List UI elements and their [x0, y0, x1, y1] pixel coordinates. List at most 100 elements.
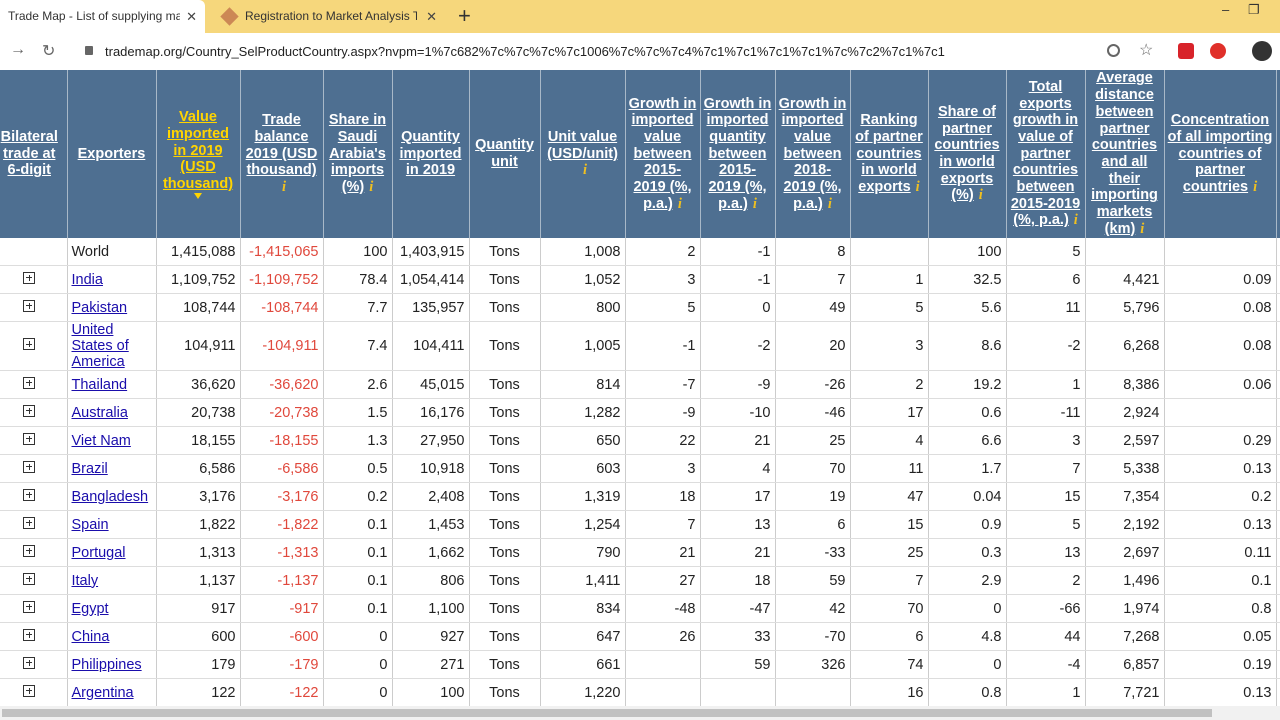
expand-button[interactable] — [23, 338, 36, 350]
cell: 0.8 — [1164, 594, 1277, 623]
column-header[interactable]: Ranking of partner countries in world ex… — [850, 70, 929, 238]
info-icon[interactable]: i — [978, 187, 983, 204]
country-link[interactable]: Spain — [71, 516, 109, 533]
info-icon[interactable]: i — [677, 195, 682, 212]
info-icon[interactable]: i — [752, 195, 757, 212]
expand-button[interactable] — [23, 404, 36, 417]
cell: 100 — [928, 238, 1007, 266]
cell: Tons — [469, 321, 541, 371]
info-icon[interactable]: i — [582, 162, 588, 179]
country-link[interactable]: Italy — [71, 572, 99, 589]
scroll-thumb[interactable] — [2, 709, 1212, 717]
cell: 0.2 — [323, 482, 393, 511]
country-link[interactable]: Egypt — [71, 600, 109, 617]
cell — [1276, 566, 1280, 595]
country-link[interactable]: Argentina — [71, 684, 134, 701]
table-row: Egypt 917 -917 0.1 1,100 Tons 834 -48 -47 42 70 0 -6… — [0, 594, 1280, 623]
cell: 1,403,915 — [392, 238, 470, 266]
expand-button[interactable] — [23, 628, 36, 641]
country-link[interactable]: Thailand — [71, 376, 128, 393]
cell: Tons — [469, 566, 541, 595]
column-header[interactable]: Value imported in 2019 (USD thousand) — [156, 70, 241, 238]
cell: 27 — [625, 566, 701, 595]
column-header[interactable]: Growth in imported value between 2015-20… — [625, 70, 701, 238]
cell: 5,338 — [1085, 454, 1165, 483]
expand-button[interactable] — [23, 516, 36, 529]
country-link[interactable]: Philippines — [71, 656, 142, 673]
info-icon[interactable]: i — [369, 179, 374, 196]
new-tab[interactable]: + — [458, 3, 471, 28]
expand-button[interactable] — [23, 432, 36, 445]
column-header[interactable]: Total exports growth in value of partner… — [1006, 70, 1086, 238]
country-link[interactable]: Portugal — [71, 544, 126, 561]
cell: 4 — [850, 426, 929, 455]
column-header[interactable]: Growth in imported quantity between 2015… — [700, 70, 776, 238]
info-icon[interactable]: i — [1073, 212, 1078, 229]
scrollbar[interactable] — [0, 706, 1280, 720]
maximize[interactable]: ❐ — [1248, 2, 1260, 17]
extension[interactable] — [1210, 43, 1226, 59]
info-icon[interactable]: i — [1253, 179, 1258, 196]
column-header: Bilateral trade at 6-digit — [0, 70, 68, 238]
reload[interactable]: ↻ — [42, 43, 56, 60]
column-header[interactable]: Growth in imported value between 2018-20… — [775, 70, 851, 238]
expand-button[interactable] — [23, 544, 36, 557]
forward[interactable]: → — [10, 41, 26, 58]
country-link[interactable]: Bangladesh — [71, 488, 149, 505]
cell — [775, 678, 851, 706]
column-header[interactable]: Trade balance 2019 (USD thousand)i — [240, 70, 324, 238]
info-icon[interactable]: i — [1140, 220, 1145, 237]
expand-button[interactable] — [23, 488, 36, 501]
zoom-icon[interactable] — [1107, 44, 1120, 57]
cell: 0.08 — [1164, 293, 1277, 322]
expand-button[interactable] — [23, 271, 36, 284]
column-header[interactable]: Concentration of all importing countries… — [1164, 70, 1277, 238]
close-tab[interactable]: ✕ — [186, 9, 197, 24]
country-link[interactable]: Brazil — [71, 460, 108, 477]
column-header[interactable]: Quantity unit — [469, 70, 541, 238]
expand-button[interactable] — [23, 376, 36, 389]
cell: 17 — [700, 482, 776, 511]
info-icon[interactable]: i — [827, 195, 832, 212]
expand-button[interactable] — [23, 684, 36, 697]
cell: 8,386 — [1085, 370, 1165, 399]
expand-button[interactable] — [23, 656, 36, 669]
tab[interactable]: Trade Map - List of supplying ma ✕ — [0, 0, 205, 33]
expand-button[interactable] — [23, 572, 36, 585]
sort-arrow — [194, 192, 202, 199]
header-text: Concentration of all importing countries… — [1167, 112, 1273, 196]
country-link[interactable]: China — [71, 628, 110, 645]
info-icon[interactable]: i — [915, 179, 920, 196]
cell: 1,974 — [1085, 594, 1165, 623]
table-row: Spain 1,822 -1,822 0.1 1,453 Tons 1,254 7 13 6 15 0… — [0, 510, 1280, 539]
column-header[interactable]: Quantity imported in 2019 — [392, 70, 470, 238]
column-header[interactable]: Exporters — [67, 70, 157, 238]
column-header[interactable]: Unit value (USD/unit)i — [540, 70, 626, 238]
tab[interactable]: Registration to Market Analysis T ✕ — [215, 0, 445, 33]
cell: 11 — [850, 454, 929, 483]
table-row: United States of America 104,911 -104,911 7… — [0, 321, 1280, 371]
profile[interactable] — [1252, 41, 1272, 61]
cell: 33 — [700, 622, 776, 651]
bookmark[interactable]: ☆ — [1139, 42, 1154, 59]
url[interactable]: trademap.org/Country_SelProductCountry.a… — [105, 44, 945, 59]
cell: 5 — [850, 293, 929, 322]
country-link[interactable]: United States of America — [71, 322, 129, 370]
extension[interactable] — [1178, 43, 1194, 59]
column-header[interactable]: Share of partner countries in world expo… — [928, 70, 1007, 238]
column-header[interactable]: Share in Saudi Arabia's imports (%) i — [323, 70, 393, 238]
country-link[interactable]: Viet Nam — [71, 432, 131, 449]
expand-button[interactable] — [23, 600, 36, 613]
header-text: Growth in imported value between 2018-20… — [778, 95, 847, 212]
info-icon[interactable]: i — [281, 179, 287, 196]
column-header[interactable]: Average distance between partner countri… — [1085, 70, 1165, 238]
cell: 1 — [1006, 370, 1086, 399]
expand-button[interactable] — [23, 460, 36, 473]
expand-button[interactable] — [23, 299, 36, 312]
country-link[interactable]: India — [71, 271, 103, 288]
close-tab[interactable]: ✕ — [426, 9, 437, 24]
country-link[interactable]: Australia — [71, 404, 128, 421]
country-link[interactable]: Pakistan — [71, 299, 128, 316]
expand-cell — [0, 650, 68, 679]
minimize[interactable]: – — [1222, 2, 1230, 17]
